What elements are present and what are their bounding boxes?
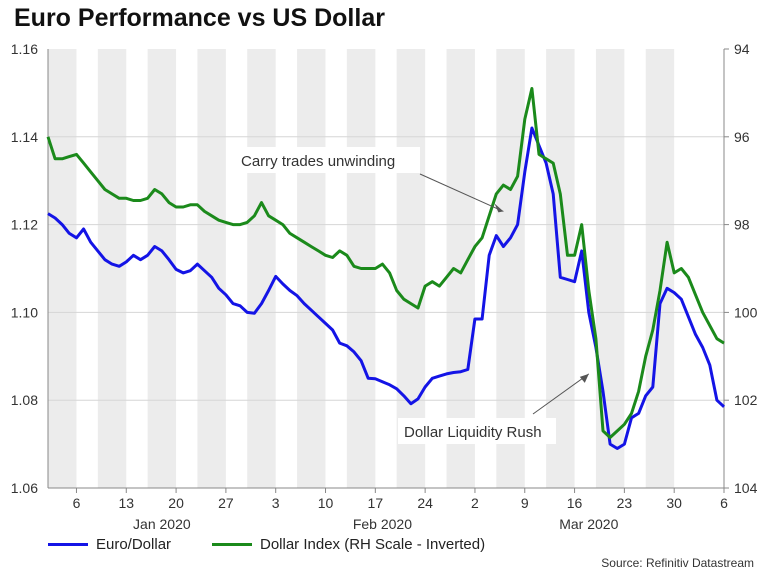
- x-tick-label: 23: [617, 495, 633, 511]
- weekend-band: [97, 49, 127, 488]
- right-tick-label: 102: [734, 392, 758, 408]
- annotation-arrowhead: [494, 203, 504, 213]
- right-tick-label: 100: [734, 304, 758, 320]
- weekend-band: [147, 49, 177, 488]
- left-tick-label: 1.06: [11, 480, 38, 496]
- right-tick-label: 96: [734, 129, 750, 145]
- annotation-arrow: [419, 173, 504, 212]
- annotation-arrowhead: [579, 373, 589, 383]
- annotation-carry-trades: Carry trades unwinding: [241, 153, 395, 170]
- legend-swatch-dollar-index: [212, 543, 252, 546]
- x-tick-label: 9: [521, 495, 529, 511]
- axes: 1.061.081.101.121.141.16 9496981001021046…: [11, 41, 758, 532]
- annotation-box: [398, 418, 556, 444]
- x-tick-label: 2: [471, 495, 479, 511]
- x-tick-label: 27: [218, 495, 234, 511]
- left-tick-label: 1.10: [11, 304, 38, 320]
- month-label: Feb 2020: [353, 516, 412, 532]
- weekend-band: [446, 49, 475, 488]
- weekend-band: [496, 49, 525, 488]
- x-tick-label: 3: [272, 495, 280, 511]
- annotation-liquidity-rush: Dollar Liquidity Rush: [404, 424, 542, 441]
- series-lines: [46, 87, 726, 450]
- x-tick-label: 30: [666, 495, 682, 511]
- month-label: Mar 2020: [559, 516, 618, 532]
- right-tick-label: 94: [734, 41, 750, 57]
- legend-swatch-euro: [48, 543, 88, 546]
- series-line-dollar-index: [46, 87, 725, 439]
- right-tick-label: 98: [734, 217, 750, 233]
- x-tick-label: 13: [118, 495, 134, 511]
- series-line-euro: [47, 126, 726, 450]
- annotation-arrow: [532, 373, 590, 415]
- x-tick-label: 6: [73, 495, 81, 511]
- weekend-band: [48, 49, 77, 488]
- x-tick-label: 10: [318, 495, 334, 511]
- legend-label-euro: Euro/Dollar: [96, 536, 172, 553]
- x-tick-label: 17: [368, 495, 384, 511]
- chart-title: Euro Performance vs US Dollar: [14, 4, 385, 32]
- right-tick-label: 104: [734, 480, 758, 496]
- left-tick-label: 1.08: [11, 392, 38, 408]
- annotations: Carry trades unwinding Dollar Liquidity R…: [234, 147, 590, 444]
- x-tick-label: 6: [720, 495, 728, 511]
- legend-item-euro: Euro/Dollar: [48, 536, 171, 553]
- month-label: Jan 2020: [133, 516, 191, 532]
- left-tick-label: 1.16: [11, 41, 38, 57]
- source-note: Source: Refinitiv Datastream: [601, 556, 754, 570]
- weekend-band: [595, 49, 625, 488]
- annotation-box: [234, 147, 420, 173]
- x-tick-label: 24: [417, 495, 433, 511]
- gridlines: [48, 136, 724, 401]
- legend-item-dollar-index: Dollar Index (RH Scale - Inverted): [212, 536, 485, 553]
- weekend-band: [247, 49, 276, 488]
- left-tick-label: 1.14: [11, 129, 38, 145]
- weekend-band: [297, 49, 326, 488]
- left-tick-label: 1.12: [11, 217, 38, 233]
- x-tick-label: 16: [567, 495, 583, 511]
- weekend-band: [396, 49, 426, 488]
- x-tick-label: 20: [168, 495, 184, 511]
- legend-label-dollar-index: Dollar Index (RH Scale - Inverted): [260, 536, 486, 553]
- weekend-band: [645, 49, 675, 488]
